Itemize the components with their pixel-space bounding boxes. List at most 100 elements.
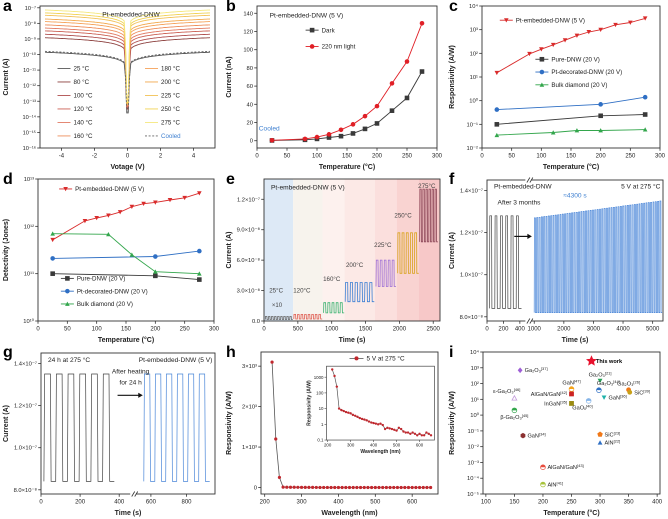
svg-text:140: 140 (243, 11, 253, 17)
svg-text:8.0×10⁻⁸: 8.0×10⁻⁸ (14, 487, 38, 494)
svg-text:≈4300 s: ≈4300 s (563, 193, 587, 200)
svg-text:Ga₂O₃[44]: Ga₂O₃[44] (597, 379, 620, 387)
svg-text:0: 0 (254, 486, 257, 492)
svg-text:600: 600 (146, 500, 157, 506)
svg-text:1.2×10⁻⁷: 1.2×10⁻⁷ (14, 403, 37, 410)
panel-e-chart: 0 500 1000 1500 2000 2500 0.0 3.0×10⁻⁸ 6.0×10⁻⁸ 9… (226, 178, 441, 344)
svg-text:Temperature (°C): Temperature (°C) (98, 336, 154, 344)
svg-text:120 °C: 120 °C (74, 106, 94, 113)
svg-text:Responsivity (A/W): Responsivity (A/W) (449, 391, 456, 455)
svg-text:AlGaN/GaN[43]: AlGaN/GaN[43] (547, 463, 583, 471)
svg-text:50: 50 (508, 154, 515, 160)
svg-text:10⁻²: 10⁻² (468, 445, 480, 451)
svg-text:After heating: After heating (112, 368, 150, 375)
svg-text:Votage (V): Votage (V) (110, 164, 144, 171)
panel-a-letter: a (3, 0, 12, 15)
svg-text:AlGaN/GaN[42]: AlGaN/GaN[42] (531, 390, 567, 398)
svg-text:0: 0 (126, 154, 130, 160)
svg-text:2×10³: 2×10³ (242, 405, 257, 411)
svg-text:300: 300 (655, 154, 666, 160)
svg-text:1×10³: 1×10³ (242, 445, 257, 451)
svg-text:Time (s): Time (s) (339, 337, 366, 344)
svg-text:300: 300 (209, 327, 220, 333)
svg-text:GaOₓ[40]: GaOₓ[40] (572, 403, 592, 411)
svg-text:250: 250 (180, 327, 191, 333)
svg-text:Current (A): Current (A) (449, 232, 456, 269)
svg-text:250: 250 (402, 154, 413, 160)
svg-text:300: 300 (432, 154, 443, 160)
svg-text:ε-Ga₂O₃[46]: ε-Ga₂O₃[46] (493, 387, 520, 395)
svg-text:Responsivity (A/W): Responsivity (A/W) (449, 45, 456, 109)
panel-e: e 0 500 1000 1500 2000 2500 0.0 3.0×10⁻⁸ 6.0×10⁻… (223, 171, 445, 346)
svg-text:1.2×10⁻⁷: 1.2×10⁻⁷ (460, 230, 483, 237)
svg-text:200: 200 (498, 327, 509, 333)
svg-text:25 °C: 25 °C (74, 66, 90, 73)
svg-text:10⁻¹²: 10⁻¹² (23, 84, 36, 90)
svg-text:150: 150 (121, 327, 132, 333)
panel-a-chart: 25 °C 80 °C 100 °C 120 °C 140 °C 160 °C 180 °C… (3, 5, 216, 171)
panel-a: a 25 °C 80 °C 100 °C 120 °C 140 °C 160 °C 180 … (0, 0, 222, 173)
svg-text:10¹¹: 10¹¹ (24, 272, 34, 278)
svg-text:Ga₂O₃[37]: Ga₂O₃[37] (525, 366, 548, 374)
svg-text:80 °C: 80 °C (74, 79, 90, 86)
svg-text:0.0: 0.0 (252, 319, 260, 325)
svg-text:Current (A): Current (A) (226, 232, 233, 269)
svg-text:10⁻¹⁴: 10⁻¹⁴ (23, 114, 37, 121)
svg-text:10⁻⁵: 10⁻⁵ (467, 491, 480, 498)
svg-text:5 V at 275 °C: 5 V at 275 °C (621, 182, 661, 190)
svg-text:1.2×10⁻⁷: 1.2×10⁻⁷ (237, 196, 260, 203)
svg-text:8.0×10⁻⁸: 8.0×10⁻⁸ (460, 314, 484, 321)
svg-text:Pt-decorated-DNW (20 V): Pt-decorated-DNW (20 V) (551, 69, 622, 76)
svg-text:Dark: Dark (322, 27, 336, 34)
svg-text:250: 250 (625, 154, 636, 160)
svg-text:Current (A): Current (A) (3, 59, 10, 96)
svg-text:200: 200 (150, 327, 161, 333)
svg-text:2500: 2500 (427, 327, 441, 333)
svg-text:for 24 h: for 24 h (119, 380, 142, 387)
svg-text:200: 200 (538, 500, 549, 506)
svg-text:10⁰: 10⁰ (469, 98, 478, 105)
svg-text:10⁻²: 10⁻² (467, 146, 479, 152)
panel-i-letter: i (449, 344, 454, 361)
svg-text:Cooled: Cooled (259, 125, 280, 132)
svg-text:10⁰: 10⁰ (470, 412, 479, 419)
svg-text:400: 400 (370, 443, 378, 448)
svg-text:180 °C: 180 °C (161, 66, 181, 73)
svg-text:Pt-embedded-DNW (5 V): Pt-embedded-DNW (5 V) (271, 185, 345, 192)
svg-text:9.0×10⁻⁸: 9.0×10⁻⁸ (237, 227, 261, 234)
svg-text:1.0×10⁻⁷: 1.0×10⁻⁷ (14, 445, 37, 452)
svg-text:Current (A): Current (A) (3, 405, 10, 442)
svg-text:Bulk diamond (20 V): Bulk diamond (20 V) (551, 82, 607, 89)
panel-i-chart: This work Ga₂O₃[37] ε-Ga₂O₃[46] GaN[47] AlGa… (449, 349, 663, 517)
svg-text:Ga₂O₃[21]: Ga₂O₃[21] (589, 370, 612, 378)
svg-text:800: 800 (182, 500, 193, 506)
svg-text:10³: 10³ (470, 28, 478, 34)
svg-text:275 °C: 275 °C (161, 120, 181, 127)
svg-text:140 °C: 140 °C (74, 120, 94, 127)
svg-text:β-Ga₂O₃[45]: β-Ga₂O₃[45] (500, 413, 528, 421)
svg-text:10⁻⁸: 10⁻⁸ (24, 20, 36, 27)
svg-text:Pt-embedded-DNW (5 V): Pt-embedded-DNW (5 V) (516, 17, 585, 24)
panel-g-chart: 0 200 400 600 800 8.0×10⁻⁸ 1.0×10⁻⁷ 1.2×10⁻⁷ 1.4… (3, 352, 216, 517)
svg-text:3×10³: 3×10³ (242, 364, 257, 370)
panel-g: g 0 200 400 600 800 8.0×10⁻⁸ 1.0×10⁻⁷ 1.2×10⁻⁷ 1… (0, 344, 222, 519)
svg-text:InGaN[35]: InGaN[35] (544, 399, 567, 407)
svg-text:200: 200 (596, 154, 607, 160)
svg-text:10¹⁰: 10¹⁰ (23, 318, 34, 325)
svg-text:After 3 months: After 3 months (498, 200, 542, 207)
svg-text:1.0×10⁻⁷: 1.0×10⁻⁷ (460, 272, 483, 279)
svg-text:100: 100 (312, 154, 323, 160)
svg-text:10¹: 10¹ (470, 75, 478, 81)
svg-text:3.0×10⁻⁸: 3.0×10⁻⁸ (237, 288, 261, 295)
svg-text:GaN[47]: GaN[47] (562, 379, 580, 387)
svg-text:-4: -4 (59, 154, 65, 160)
panel-c-chart: Pt-embedded-DNW (5 V) Pure-DNW (20 V) Pt-d… (449, 3, 666, 171)
svg-text:6.0×10⁻⁸: 6.0×10⁻⁸ (237, 257, 261, 264)
svg-text:10¹: 10¹ (471, 397, 479, 403)
panel-b-letter: b (226, 0, 236, 15)
svg-text:1000: 1000 (528, 327, 542, 333)
svg-text:24 h at 275 °C: 24 h at 275 °C (48, 356, 90, 364)
svg-text:500: 500 (370, 500, 381, 506)
svg-text:100: 100 (316, 390, 324, 395)
svg-text:1000: 1000 (314, 375, 324, 380)
